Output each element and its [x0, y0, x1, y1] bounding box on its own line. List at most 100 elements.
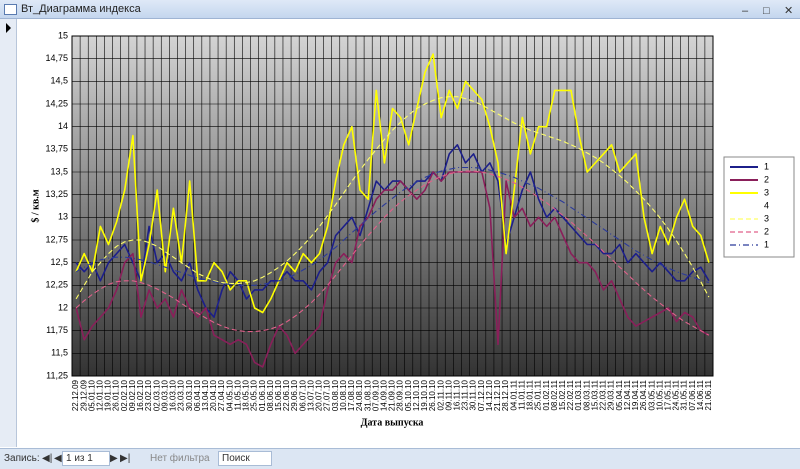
x-tick-label: 12.01.10	[96, 379, 105, 411]
x-tick-label: 05.01.10	[87, 379, 96, 411]
prev-record[interactable]: ◀	[54, 453, 62, 464]
x-tick-label: 19.10.10	[420, 379, 429, 411]
y-tick-label: 14,75	[45, 53, 68, 63]
x-tick-label: 27.07.10	[323, 379, 332, 411]
x-tick-label: 28.09.10	[396, 379, 405, 411]
x-tick-label: 03.05.11	[647, 379, 656, 410]
x-tick-label: 01.03.11	[574, 379, 583, 410]
x-tick-label: 17.08.10	[347, 379, 356, 411]
x-tick-label: 06.07.10	[298, 379, 307, 411]
x-tick-label: 08.06.10	[266, 379, 275, 411]
x-tick-label: 24.08.10	[355, 379, 364, 411]
y-tick-label: 12	[58, 302, 68, 312]
x-tick-label: 04.01.11	[509, 379, 518, 410]
x-tick-label: 01.06.10	[258, 379, 267, 411]
legend-label: 3	[764, 187, 769, 197]
x-tick-label: 12.04.11	[623, 379, 632, 410]
record-position[interactable]: 1 из 1	[62, 451, 110, 466]
legend-label: 4	[764, 200, 769, 210]
record-label: Запись:	[4, 453, 40, 464]
minimize-button[interactable]: –	[742, 5, 749, 17]
next-record[interactable]: ▶	[110, 453, 118, 464]
x-tick-label: 09.03.10	[160, 379, 169, 411]
y-tick-label: 12,75	[45, 234, 68, 244]
x-tick-label: 30.03.10	[185, 379, 194, 411]
x-tick-label: 26.01.10	[112, 379, 121, 411]
y-tick-label: 15	[58, 30, 68, 40]
series-line	[75, 96, 710, 300]
x-tick-label: 11.05.10	[233, 379, 242, 410]
record-selector[interactable]	[0, 19, 17, 447]
first-record[interactable]: ◀|	[42, 453, 53, 464]
x-tick-label: 25.05.10	[250, 379, 259, 411]
status-bar: Запись: ◀| ◀ 1 из 1 ▶ ▶| Нет фильтра Пои…	[0, 448, 800, 469]
last-record[interactable]: ▶|	[120, 453, 131, 464]
close-button[interactable]: ✕	[784, 5, 794, 17]
x-tick-label: 14.06.11	[696, 379, 705, 410]
x-tick-label: 15.03.11	[590, 379, 599, 410]
series-line	[75, 170, 710, 336]
x-tick-label: 29.12.09	[79, 379, 88, 411]
x-tick-label: 16.02.10	[136, 379, 145, 411]
x-tick-label: 16.11.10	[453, 379, 462, 410]
x-tick-label: 21.12.10	[493, 379, 502, 411]
x-tick-label: 13.04.10	[201, 379, 210, 411]
x-tick-label: 09.11.10	[444, 379, 453, 410]
y-tick-label: 13,5	[50, 166, 68, 176]
series-line	[75, 166, 710, 286]
x-tick-label: 24.05.11	[672, 379, 681, 410]
title-bar: Вт_Диаграмма индекса – □ ✕	[0, 0, 800, 19]
search-box[interactable]: Поиск	[218, 451, 272, 466]
x-tick-label: 03.08.10	[331, 379, 340, 411]
x-tick-label: 17.05.11	[663, 379, 672, 410]
y-tick-label: 13	[58, 212, 68, 222]
x-tick-label: 22.02.11	[566, 379, 575, 410]
y-tick-label: 12,5	[50, 257, 68, 267]
maximize-button[interactable]: □	[763, 5, 770, 17]
x-tick-label: 08.02.11	[550, 379, 559, 410]
legend-label: 2	[764, 174, 769, 184]
x-tick-label: 16.03.10	[169, 379, 178, 411]
plot-border	[71, 35, 714, 377]
x-tick-label: 19.01.10	[104, 379, 113, 411]
y-tick-label: 11,75	[46, 325, 68, 335]
x-tick-label: 08.03.11	[582, 379, 591, 410]
x-tick-label: 13.07.10	[306, 379, 315, 411]
filter-status[interactable]: Нет фильтра	[150, 453, 210, 464]
x-tick-label: 20.07.10	[315, 379, 324, 411]
x-tick-label: 15.06.10	[274, 379, 283, 411]
selector-arrow	[6, 23, 11, 33]
x-tick-label: 10.05.11	[655, 379, 664, 410]
x-tick-label: 05.10.10	[404, 379, 413, 411]
x-tick-label: 07.09.10	[371, 379, 380, 411]
x-tick-label: 18.01.11	[526, 379, 535, 410]
x-tick-label: 29.06.10	[290, 379, 299, 411]
x-tick-label: 18.05.10	[242, 379, 251, 411]
series-line	[75, 144, 710, 318]
x-axis-title: Дата выпуска	[361, 417, 424, 428]
x-tick-label: 21.06.11	[704, 379, 713, 410]
x-tick-label: 02.03.10	[152, 379, 161, 411]
legend-label: 1	[764, 239, 769, 249]
x-tick-label: 22.03.11	[599, 379, 608, 410]
x-tick-label: 27.04.10	[217, 379, 226, 411]
x-tick-label: 01.02.11	[542, 379, 551, 410]
y-tick-label: 13,75	[45, 144, 68, 154]
x-tick-label: 30.11.10	[469, 379, 478, 410]
y-tick-label: 11,25	[46, 370, 68, 380]
x-tick-label: 23.11.10	[461, 379, 470, 410]
y-tick-label: 11,5	[51, 348, 68, 358]
x-tick-label: 11.01.11	[517, 379, 526, 410]
x-tick-label: 22.12.09	[71, 379, 80, 411]
y-axis-title: $ / кв.м	[30, 189, 41, 222]
x-tick-label: 14.12.10	[485, 379, 494, 411]
series-line	[75, 171, 710, 368]
x-tick-label: 31.05.11	[680, 379, 689, 410]
legend-label: 2	[764, 226, 769, 236]
x-tick-label: 28.12.10	[501, 379, 510, 411]
x-tick-label: 20.04.10	[209, 379, 218, 411]
x-tick-label: 25.01.11	[534, 379, 543, 410]
x-tick-label: 23.02.10	[144, 379, 153, 411]
y-tick-label: 12,25	[45, 280, 68, 290]
